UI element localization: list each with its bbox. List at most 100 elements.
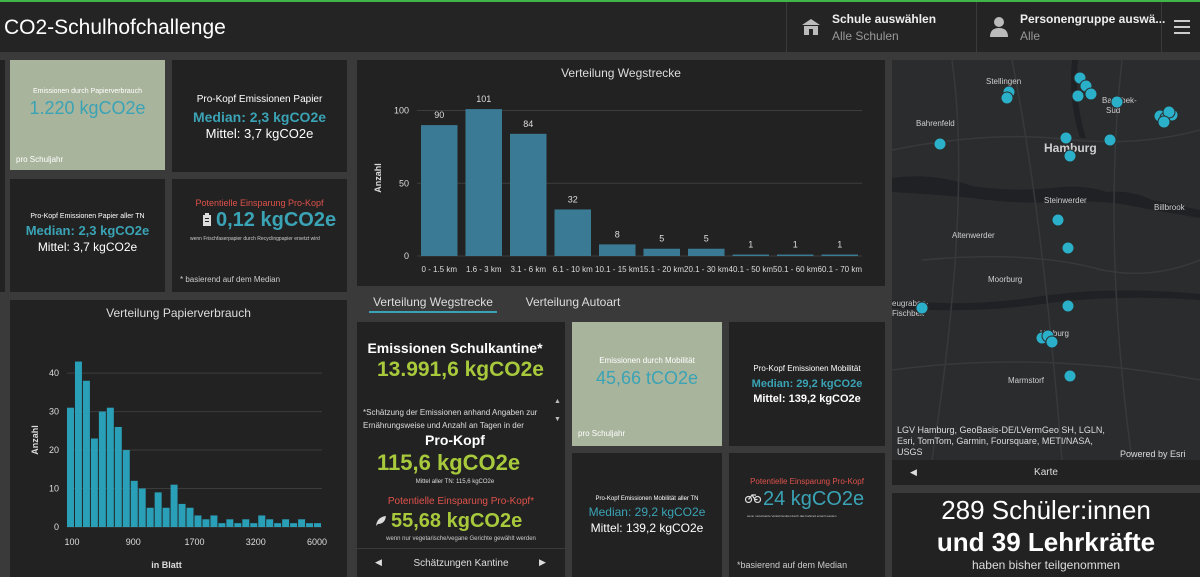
paper-all-card: Pro-Kopf Emissionen Papier aller TN Medi… [10,179,165,292]
mobility-saving-footnote: *basierend auf dem Median [737,560,848,570]
paper-bar [210,515,218,527]
distance-data-label: 5 [704,234,709,244]
map-school-marker [1000,91,1014,105]
canteen-next-icon[interactable]: ▶ [539,557,546,567]
paper-bar [82,380,90,527]
paper-bar [234,523,242,527]
group-selector-label: Personengruppe auswä... [1020,12,1166,26]
canteen-value: 13.991,6 kgCO2e [377,358,544,381]
paper-bar [114,426,122,527]
distance-bar [777,254,814,256]
paper-bar [226,519,234,527]
map-school-marker [1103,133,1117,147]
bicycle-icon [745,493,761,503]
paper-all-median: Median: 2,3 kgCO2e [25,223,150,238]
map-prev-icon[interactable]: ◀ [910,467,917,477]
distance-data-label: 90 [434,110,444,120]
group-selector-value: Alle [1020,29,1041,43]
canteen-percap-title: Pro-Kopf [425,432,485,448]
mobility-total-card: Emissionen durch Mobilität 45,66 tCO2e p… [572,322,722,446]
paper-y-tick: 20 [49,445,59,455]
school-icon [802,19,820,35]
school-selector[interactable]: Schule auswählen Alle Schulen [786,2,976,52]
map-road [921,255,1200,275]
paper-all-mean: Mittel: 3,7 kgCO2e [37,240,138,254]
hamburger-menu-icon [1174,20,1190,34]
map-school-marker [1110,95,1124,109]
tab-car-type[interactable]: Verteilung Autoart [525,295,621,309]
paper-bar [146,507,154,527]
map[interactable]: StellingenBarmbek-SüdBahrenfeldHamburgSt… [892,60,1200,460]
paper-bar [138,488,146,527]
map-school-marker [1084,87,1098,101]
distance-x-tick: 6.1 - 10 km [553,265,593,274]
paper-y-tick: 30 [49,407,59,417]
mobility-all-median: Median: 29,2 kgCO2e [588,505,706,519]
left-edge-panel [0,60,5,292]
distance-data-label: 101 [476,94,491,104]
canteen-note: *Schätzung der Emissionen anhand Angaben… [363,408,538,430]
map-road [1113,60,1133,460]
map-school-marker [1071,89,1085,103]
distance-x-tick: 60.1 - 70 km [818,265,863,274]
distance-data-label: 84 [523,119,533,129]
canteen-prev-icon[interactable]: ◀ [375,557,382,567]
canteen-saving-value: 55,68 kgCO2e [391,510,523,532]
participants-students: 289 Schüler:innen [941,495,1151,525]
person-icon [990,17,1008,37]
tab-distance[interactable]: Verteilung Wegstrecke [373,295,493,309]
map-road [892,361,1200,381]
distance-bar [465,109,502,256]
paper-bar [98,411,106,527]
paper-bar [314,523,321,527]
map-place-label: Billbrook [1154,203,1186,212]
distance-x-tick: 1.6 - 3 km [466,265,502,274]
map-school-marker [1045,335,1059,349]
canteen-scrollbar[interactable]: ▲ ▼ [553,398,563,428]
distance-y-tick: 50 [399,178,409,188]
paper-bar [162,507,170,527]
distance-bar [599,244,636,256]
group-selector[interactable]: Personengruppe auswä... Alle [976,2,1165,52]
paper-bar [218,523,226,527]
distance-bar [821,254,858,256]
paper-bar [282,519,290,527]
distance-bar [688,248,725,256]
map-school-marker [1059,131,1073,145]
distance-data-label: 1 [748,240,753,250]
distance-x-tick: 20.1 - 30 km [684,265,729,274]
mobility-per-capita-card: Pro-Kopf Emissionen Mobilität Median: 29… [729,322,885,446]
distance-chart-panel: Verteilung Wegstrecke Anzahl 0 50 100 90 0 - … [357,60,885,286]
mobility-all-title: Pro-Kopf Emissionen Mobilität aller TN [595,496,699,502]
paper-chart-title: Verteilung Papierverbrauch [106,306,251,320]
distance-tabs: Verteilung Wegstrecke Verteilung Autoart [357,286,885,314]
menu-button[interactable] [1161,2,1200,52]
paper-bar [106,407,114,527]
participants-panel: 289 Schüler:innen und 39 Lehrkräfte habe… [892,493,1200,577]
paper-y-tick: 0 [54,522,59,532]
map-panel[interactable]: StellingenBarmbek-SüdBahrenfeldHamburgSt… [892,60,1200,460]
map-school-marker [1051,213,1065,227]
map-place-label: Süd [1106,106,1120,115]
map-school-marker [915,301,929,315]
paper-saving-footnote: * basierend auf dem Median [180,275,281,284]
paper-x-tick: 100 [64,537,79,547]
paper-total-card: Emissionen durch Papierverbrauch 1.220 k… [10,60,165,170]
mobility-all-mean: Mittel: 139,2 kgCO2e [590,521,704,535]
paper-bar [242,519,250,527]
canteen-nav: ◀ Schätzungen Kantine ▶ [357,548,565,577]
distance-data-label: 1 [793,240,798,250]
paper-total-label: Emissionen durch Papierverbrauch [33,88,142,95]
map-place-label: eugraben- [892,299,929,308]
map-place-label: Hamburg [1044,141,1097,155]
paper-saving-card: Potentielle Einsparung Pro-Kopf 0,12 kgC… [172,179,347,292]
map-school-marker [1061,241,1075,255]
paper-bar [178,503,186,527]
mobility-saving-card: Potentielle Einsparung Pro-Kopf 24 kgCO2… [729,453,885,577]
paper-bar [130,480,138,527]
school-selector-value: Alle Schulen [832,29,899,43]
paper-y-tick: 40 [49,368,59,378]
paper-saving-title: Potentielle Einsparung Pro-Kopf [195,198,324,208]
sueder-elbe-river [892,290,1200,311]
paper-x-axis-label: in Blatt [151,560,182,570]
